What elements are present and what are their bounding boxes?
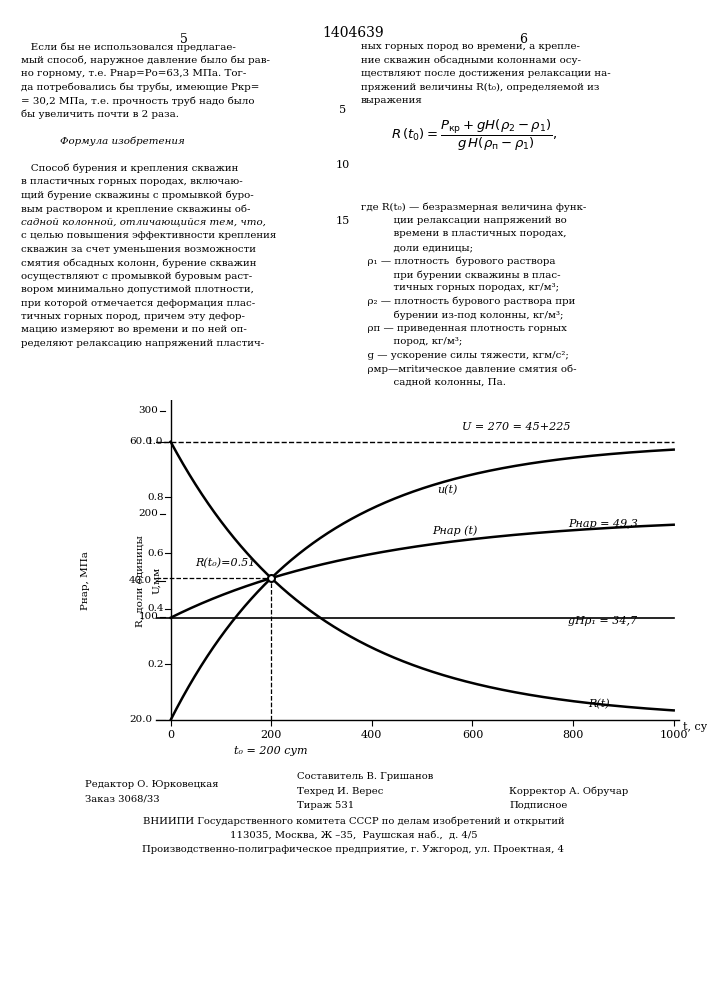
- Text: да потребовались бы трубы, имеющие Ркр=: да потребовались бы трубы, имеющие Ркр=: [21, 83, 259, 92]
- Text: в пластичных горных породах, включаю-: в пластичных горных породах, включаю-: [21, 177, 243, 186]
- Text: ределяют релаксацию напряжений пластич-: ределяют релаксацию напряжений пластич-: [21, 339, 264, 348]
- Text: u(t): u(t): [437, 485, 457, 496]
- Text: Рнар (t): Рнар (t): [432, 526, 478, 536]
- Text: 5: 5: [180, 33, 188, 46]
- Text: 0.2: 0.2: [147, 660, 163, 669]
- Text: ции релаксации напряжений во: ции релаксации напряжений во: [361, 216, 566, 225]
- Text: ρп — приведенная плотность горных: ρп — приведенная плотность горных: [361, 324, 566, 333]
- Text: g — ускорение силы тяжести, кгм/с²;: g — ускорение силы тяжести, кгм/с²;: [361, 351, 568, 360]
- Text: 0.8: 0.8: [147, 493, 163, 502]
- Text: 300: 300: [139, 406, 158, 415]
- Text: ние скважин обсадными колоннами осу-: ние скважин обсадными колоннами осу-: [361, 55, 580, 65]
- Text: бурении из-под колонны, кг/м³;: бурении из-под колонны, кг/м³;: [361, 310, 563, 320]
- Text: Тираж 531: Тираж 531: [297, 801, 354, 810]
- Text: 20.0: 20.0: [129, 716, 152, 724]
- Text: Рнар = 49,3: Рнар = 49,3: [568, 519, 638, 529]
- Text: 100: 100: [139, 612, 158, 621]
- Text: Если бы не использовался предлагае-: Если бы не использовался предлагае-: [21, 42, 236, 51]
- Text: смятия обсадных колонн, бурение скважин: смятия обсадных колонн, бурение скважин: [21, 258, 257, 267]
- Text: выражения: выражения: [361, 96, 422, 105]
- Text: = 30,2 МПа, т.е. прочность труб надо было: = 30,2 МПа, т.е. прочность труб надо был…: [21, 96, 255, 106]
- Text: Подписное: Подписное: [509, 801, 568, 810]
- Text: ществляют после достижения релаксации на-: ществляют после достижения релаксации на…: [361, 69, 610, 78]
- Text: Заказ 3068/33: Заказ 3068/33: [85, 795, 160, 804]
- Text: при бурении скважины в плас-: при бурении скважины в плас-: [361, 270, 560, 279]
- Text: Рнар, МПа: Рнар, МПа: [81, 551, 90, 610]
- Text: вором минимально допустимой плотности,: вором минимально допустимой плотности,: [21, 285, 254, 294]
- Text: 60.0: 60.0: [129, 437, 152, 446]
- Text: пряжений величины R(t₀), определяемой из: пряжений величины R(t₀), определяемой из: [361, 83, 599, 92]
- Text: пород, кг/м³;: пород, кг/м³;: [361, 338, 462, 347]
- Text: Способ бурения и крепления скважин: Способ бурения и крепления скважин: [21, 163, 238, 173]
- Text: ВНИИПИ Государственного комитета СССР по делам изобретений и открытий: ВНИИПИ Государственного комитета СССР по…: [143, 817, 564, 826]
- Text: R(t): R(t): [588, 699, 610, 709]
- Text: ρ₁ — плотность  бурового раствора: ρ₁ — плотность бурового раствора: [361, 257, 555, 266]
- Text: Составитель В. Гришанов: Составитель В. Гришанов: [297, 772, 433, 781]
- Text: R, доли единицы: R, доли единицы: [136, 535, 145, 627]
- Text: 15: 15: [336, 216, 350, 226]
- Text: тичных горных породах, кг/м³;: тичных горных породах, кг/м³;: [361, 284, 559, 292]
- Text: где R(t₀) — безразмерная величина функ-: где R(t₀) — безразмерная величина функ-: [361, 202, 586, 212]
- Text: доли единицы;: доли единицы;: [361, 243, 473, 252]
- Text: t₀ = 200 сут: t₀ = 200 сут: [235, 746, 308, 756]
- Text: времени в пластичных породах,: времени в пластичных породах,: [361, 230, 566, 238]
- Text: 10: 10: [336, 160, 350, 170]
- Text: Техред И. Верес: Техред И. Верес: [297, 787, 383, 796]
- Text: 1.0: 1.0: [147, 437, 163, 446]
- Text: мацию измеряют во времени и по ней оп-: мацию измеряют во времени и по ней оп-: [21, 326, 247, 334]
- Text: ρ₂ — плотность бурового раствора при: ρ₂ — плотность бурового раствора при: [361, 297, 575, 306]
- Text: 0.6: 0.6: [147, 549, 163, 558]
- Text: Редактор О. Юрковецкая: Редактор О. Юрковецкая: [85, 780, 218, 789]
- Text: ных горных пород во времени, а крепле-: ных горных пород во времени, а крепле-: [361, 42, 580, 51]
- Text: Формула изобретения: Формула изобретения: [21, 137, 185, 146]
- Text: скважин за счет уменьшения возможности: скважин за счет уменьшения возможности: [21, 244, 256, 253]
- Text: 40.0: 40.0: [129, 576, 152, 585]
- Text: садной колонной, отличающийся тем, что,: садной колонной, отличающийся тем, что,: [21, 218, 266, 227]
- Text: вым раствором и крепление скважины об-: вым раствором и крепление скважины об-: [21, 204, 251, 214]
- Text: $R\,(t_0) = \dfrac{P_{\text{кр}} + gH(\rho_2-\rho_1)}{g\,H(\rho_{\text{п}}-\rho_: $R\,(t_0) = \dfrac{P_{\text{кр}} + gH(\r…: [390, 117, 557, 153]
- Text: садной колонны, Па.: садной колонны, Па.: [361, 378, 506, 387]
- Text: 113035, Москва, Ж –35,  Раушская наб.,  д. 4/5: 113035, Москва, Ж –35, Раушская наб., д.…: [230, 831, 477, 840]
- Text: бы увеличить почти в 2 раза.: бы увеличить почти в 2 раза.: [21, 109, 179, 119]
- Text: ρмp—мritическое давление смятия об-: ρмp—мritическое давление смятия об-: [361, 364, 576, 374]
- Text: 1404639: 1404639: [322, 26, 385, 40]
- Text: но горному, т.е. Рнар=Ро=63,3 МПа. Тог-: но горному, т.е. Рнар=Ро=63,3 МПа. Тог-: [21, 69, 247, 78]
- Text: U,мм: U,мм: [152, 567, 161, 594]
- Text: Производственно-полиграфическое предприятие, г. Ужгород, ул. Проектная, 4: Производственно-полиграфическое предприя…: [143, 845, 564, 854]
- Text: щий бурение скважины с промывкой буро-: щий бурение скважины с промывкой буро-: [21, 190, 254, 200]
- Text: R(t₀)=0.51: R(t₀)=0.51: [194, 558, 255, 568]
- Text: при которой отмечается деформация плас-: при которой отмечается деформация плас-: [21, 298, 255, 308]
- Text: 5: 5: [339, 105, 346, 115]
- Text: 0.4: 0.4: [147, 604, 163, 613]
- Text: с целью повышения эффективности крепления: с целью повышения эффективности креплени…: [21, 231, 276, 240]
- Text: U = 270 = 45+225: U = 270 = 45+225: [462, 422, 571, 432]
- Text: мый способ, наружное давление было бы рав-: мый способ, наружное давление было бы ра…: [21, 55, 270, 65]
- Text: тичных горных пород, причем эту дефор-: тичных горных пород, причем эту дефор-: [21, 312, 245, 321]
- Text: 6: 6: [519, 33, 527, 46]
- Text: 200: 200: [139, 509, 158, 518]
- Text: осуществляют с промывкой буровым раст-: осуществляют с промывкой буровым раст-: [21, 272, 252, 281]
- Text: gНρ₁ = 34,7: gНρ₁ = 34,7: [568, 616, 637, 626]
- Text: t, сут: t, сут: [683, 722, 707, 732]
- Text: Корректор А. Обручар: Корректор А. Обручар: [509, 787, 629, 796]
